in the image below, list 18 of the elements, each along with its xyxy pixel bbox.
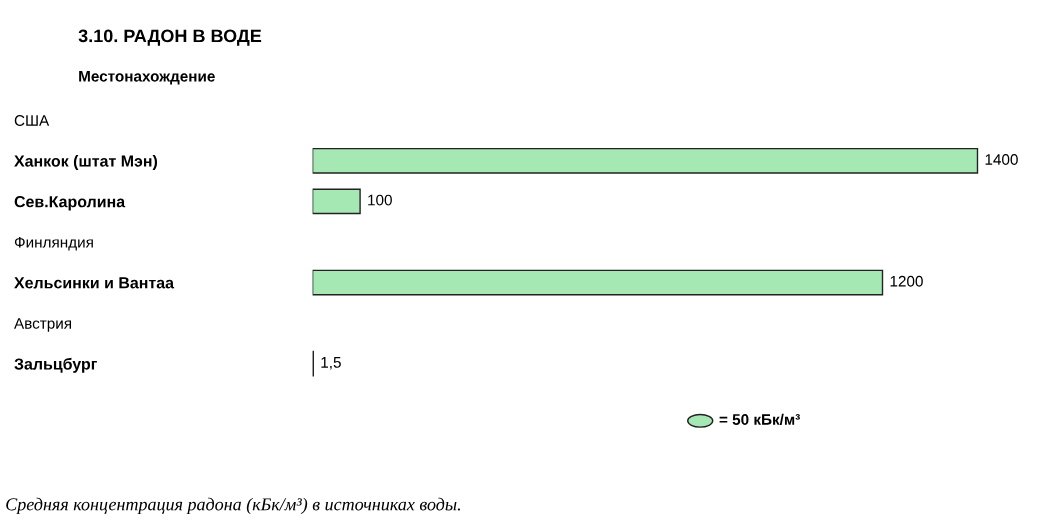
bar: [312, 147, 979, 174]
text: = 50 кБк/м³: [719, 413, 800, 426]
y-tick-label: Зальцбург: [14, 357, 97, 373]
chart-title: 3.10. РАДОН В ВОДЕ: [78, 29, 262, 46]
data-label: 1400: [985, 154, 1018, 165]
y-tick-label: Австрия: [14, 318, 71, 332]
data-label: 1,5: [321, 357, 341, 370]
y-tick-label: Сев.Каролина: [14, 196, 126, 211]
text: Средняя концентрация радона (кБк/м³) в источниках воды.: [6, 497, 460, 515]
data-label: 1200: [890, 275, 923, 287]
y-tick-label: Финляндия: [14, 236, 93, 251]
data-label: 100: [368, 194, 392, 206]
y-tick-label: США: [14, 115, 50, 126]
y-tick-label: Ханкок (штат Мэн): [14, 155, 158, 170]
bar: [312, 188, 361, 215]
text: Местонахождение: [79, 71, 215, 85]
y-tick-label: Хельсинки и Вантаа: [14, 277, 175, 289]
bar: [312, 269, 884, 296]
